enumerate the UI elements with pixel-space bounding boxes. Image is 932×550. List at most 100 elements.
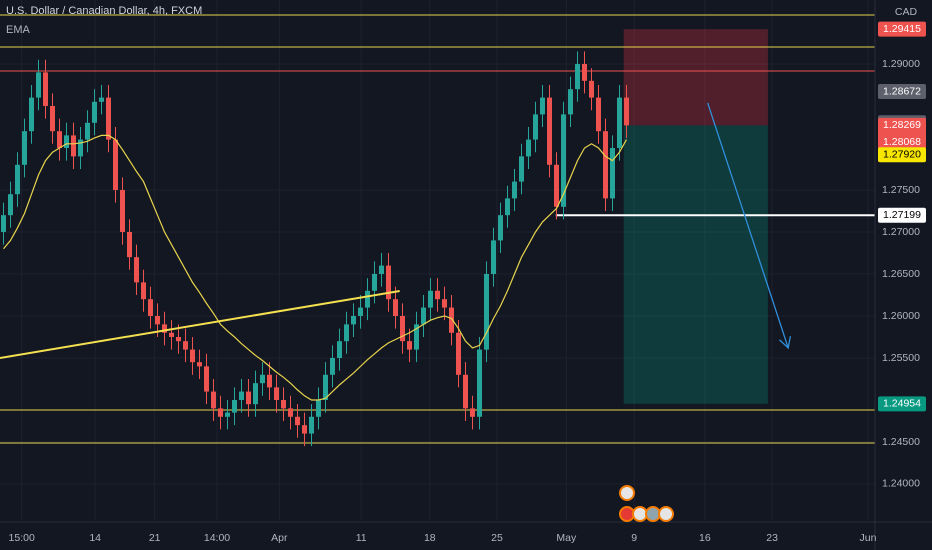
x-tick-label: Jun [860, 532, 877, 544]
candle-body [442, 299, 447, 308]
plot-area [0, 0, 875, 520]
candle-body [575, 64, 580, 90]
candle-body [414, 324, 419, 350]
candle-body [211, 391, 216, 409]
candle-body [197, 362, 202, 367]
candle-body [253, 383, 258, 405]
candle-body [603, 131, 608, 199]
candle-body [99, 97, 104, 102]
candle-body [148, 299, 153, 316]
ema-line [3, 134, 628, 401]
candle-body [176, 336, 181, 342]
x-tick-label: Apr [271, 532, 288, 544]
y-tick-label: 1.27000 [882, 226, 920, 238]
x-tick-label: 15:00 [9, 532, 35, 544]
candle-body [337, 341, 342, 358]
x-tick-label: 25 [491, 532, 503, 544]
candle-body [449, 307, 454, 333]
candle-body [260, 374, 265, 384]
candle-body [526, 139, 531, 157]
candle-body [351, 315, 356, 325]
indicator-name: EMA [6, 24, 31, 36]
y-tick-label: 1.29000 [882, 58, 920, 70]
candle-body [491, 240, 496, 274]
candle-body [568, 89, 573, 115]
candle-body [484, 273, 489, 350]
candle-body [407, 341, 412, 350]
candle-body [183, 341, 188, 350]
price-label: 1.24954 [883, 398, 921, 410]
candle-body [281, 399, 286, 409]
x-tick-label: 14:00 [204, 532, 230, 544]
y-tick-label: 1.24000 [882, 478, 920, 490]
candle-body [120, 189, 125, 232]
candle-body [386, 265, 391, 300]
candle-body [302, 425, 307, 434]
currency: CAD [895, 6, 918, 18]
candle-body [365, 290, 370, 308]
candle-body [225, 412, 230, 417]
event-icons [619, 485, 674, 522]
candle-body [358, 307, 363, 316]
target-zone [623, 125, 768, 404]
candle-body [512, 181, 517, 199]
candle-body [141, 282, 146, 300]
x-tick-label: 21 [149, 532, 161, 544]
x-tick-label: 14 [89, 532, 101, 544]
candle-body [134, 257, 139, 283]
candle-body [589, 80, 594, 98]
candle-body [344, 324, 349, 342]
candle-body [232, 399, 237, 413]
candle-body [477, 349, 482, 417]
price-label-bg [878, 84, 926, 100]
candle-body [43, 72, 48, 106]
x-tick-label: 9 [631, 532, 637, 544]
candle-body [505, 198, 510, 216]
candle-body [533, 114, 538, 140]
price-label-bg [878, 21, 926, 37]
candle-body [92, 101, 97, 123]
x-tick-label: 16 [699, 532, 711, 544]
candle-body [617, 97, 622, 148]
candle-body [106, 97, 111, 140]
candle-body [274, 387, 279, 400]
x-tick-label: 18 [424, 532, 436, 544]
candle-body [561, 114, 566, 207]
candle-body [57, 131, 62, 148]
price-label: 1.28672 [883, 85, 921, 97]
price-label: 1.29415 [883, 23, 921, 35]
candle-body [169, 332, 174, 337]
candle-body [400, 315, 405, 342]
candle-body [218, 408, 223, 417]
stop-zone [623, 29, 768, 126]
arrow-line [707, 102, 789, 349]
candle-body [372, 273, 377, 291]
candle-body [330, 357, 335, 375]
candle-body [610, 147, 615, 199]
candle-body [540, 97, 545, 115]
candle-body [421, 307, 426, 325]
candle-body [113, 139, 118, 190]
candle-body [316, 399, 321, 417]
candle-body [29, 97, 34, 132]
candle-body [85, 122, 90, 140]
symbol-title: U.S. Dollar / Canadian Dollar, 4h, FXCM [6, 5, 202, 17]
candle-body [267, 374, 272, 388]
candle-body [15, 164, 20, 195]
candle-body [463, 374, 468, 409]
candle-body [162, 324, 167, 333]
y-tick-label: 1.26000 [882, 310, 920, 322]
candle-body [470, 408, 475, 417]
candle-body [498, 215, 503, 241]
candle-body [435, 290, 440, 300]
candle-body [547, 97, 552, 165]
candle-body [1, 215, 6, 232]
candle-body [64, 135, 69, 148]
y-tick-label: 1.26500 [882, 268, 920, 280]
candle-body [36, 72, 41, 98]
candle-body [50, 105, 55, 132]
candle-body [582, 64, 587, 81]
candle-body [22, 131, 27, 165]
price-label: 1.28269 [883, 119, 921, 131]
candle-body [239, 391, 244, 400]
